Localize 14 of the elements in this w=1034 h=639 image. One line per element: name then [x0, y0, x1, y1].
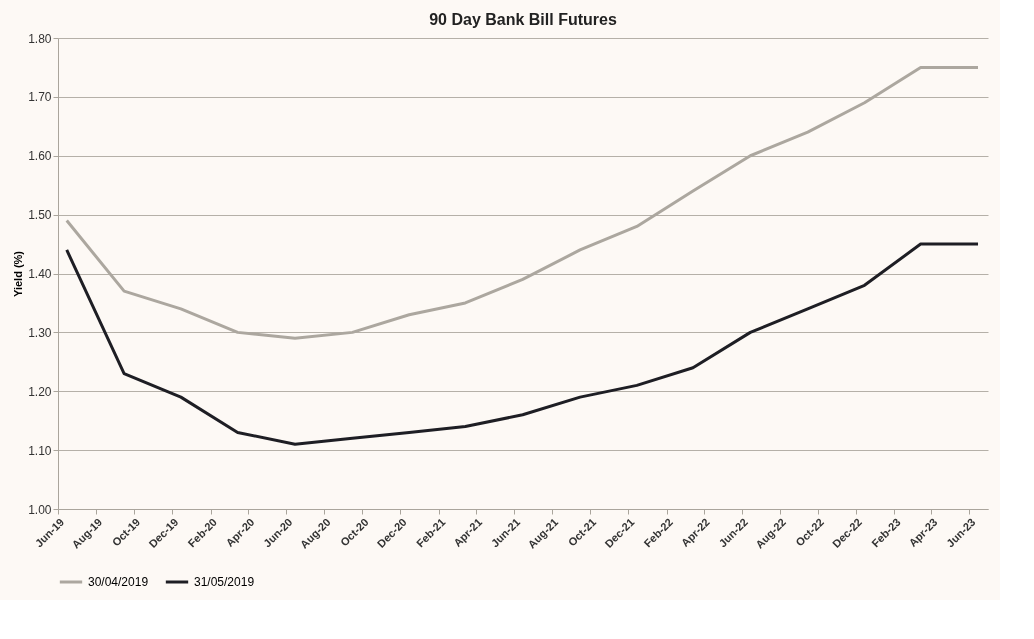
legend-label: 31/05/2019 [194, 575, 255, 589]
y-tick-label: 1.40 [28, 267, 52, 281]
y-axis-title: Yield (%) [12, 250, 25, 298]
y-tick-label: 1.00 [28, 502, 52, 517]
chart-title: 90 Day Bank Bill Futures [429, 11, 617, 28]
y-tick-label: 1.50 [28, 208, 52, 223]
y-tick-label: 1.10 [28, 443, 52, 458]
legend-label: 30/04/2019 [88, 575, 149, 589]
y-tick-label: 1.60 [28, 149, 52, 164]
y-tick-label: 1.80 [28, 31, 52, 46]
y-tick-label: 1.20 [28, 384, 52, 399]
y-tick-label: 1.30 [28, 325, 52, 340]
y-tick-label: 1.70 [28, 90, 52, 105]
line-series [65, 242, 980, 446]
